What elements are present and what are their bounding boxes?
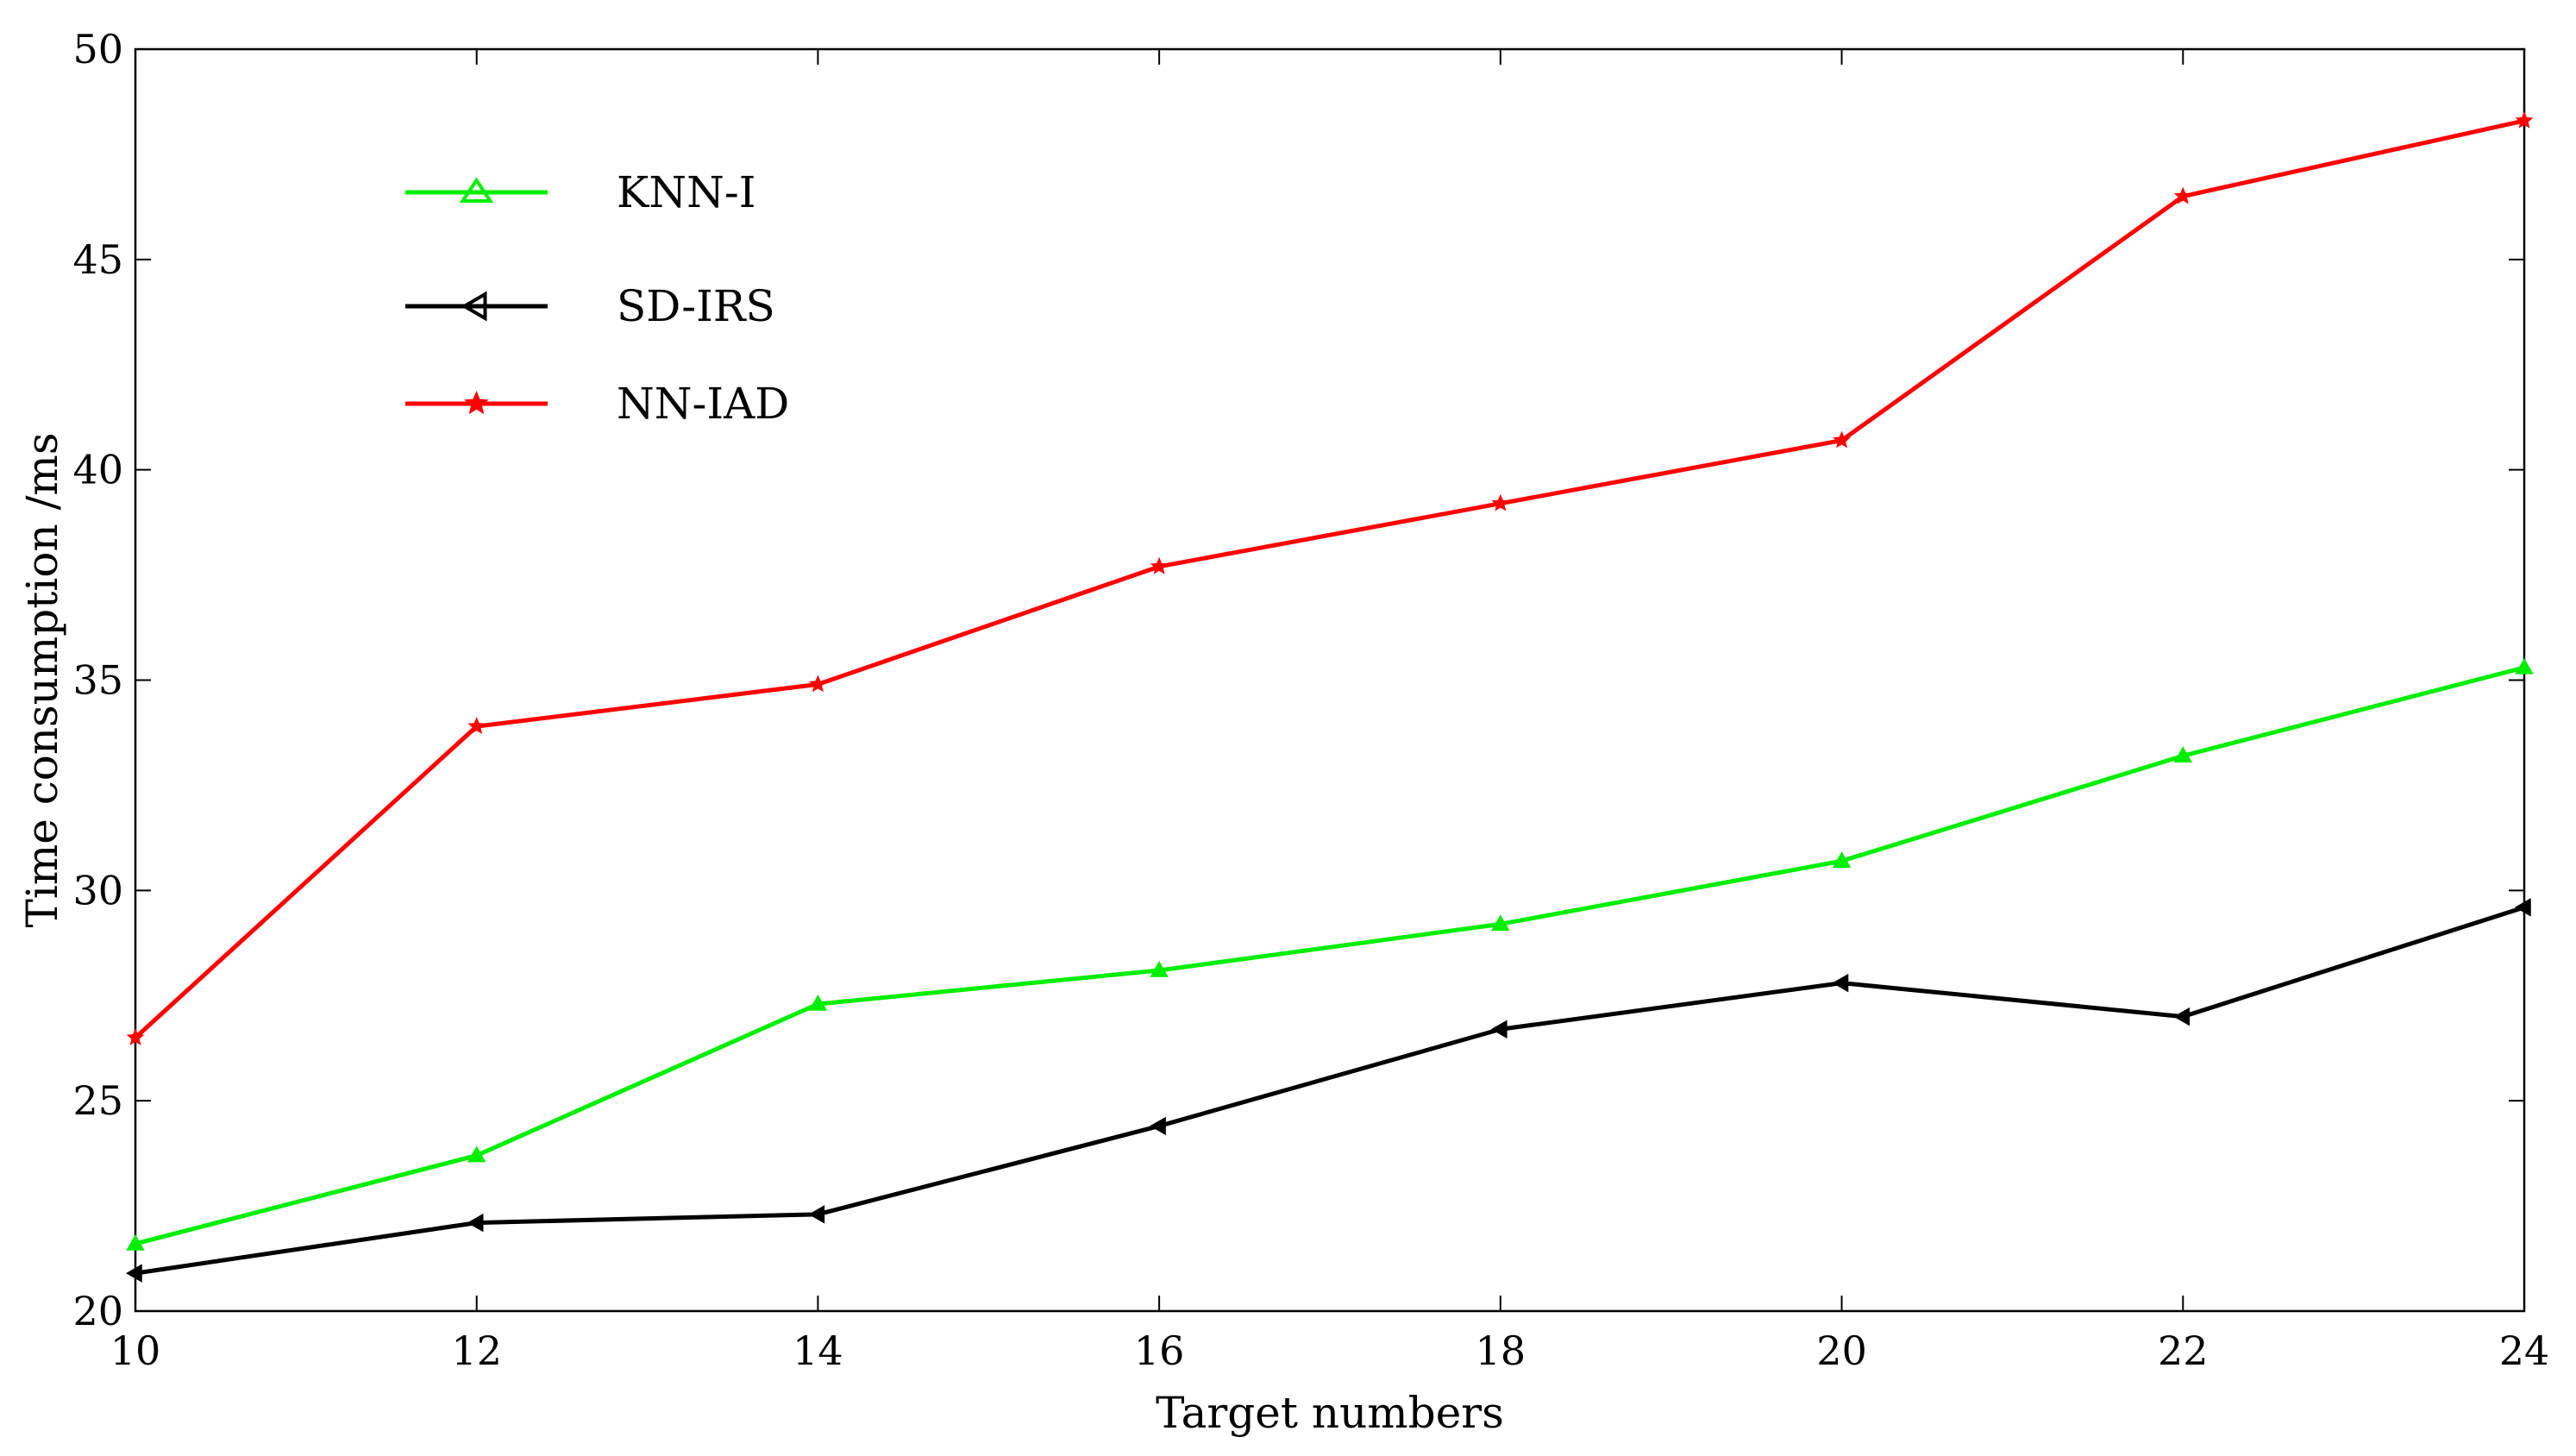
y-tick-label: 50 (72, 26, 123, 72)
x-tick-label: 16 (1134, 1327, 1185, 1374)
data-point (808, 1205, 825, 1224)
data-point (2515, 657, 2534, 675)
x-tick-label: 24 (2499, 1327, 2550, 1374)
data-point (2173, 186, 2192, 204)
x-tick-label: 22 (2158, 1327, 2209, 1374)
y-axis-title: Time consumption /ms (17, 432, 67, 927)
legend-item-sd-irs: SD-IRS (405, 281, 775, 331)
x-tick-label: 18 (1476, 1327, 1526, 1374)
plot-area-border (134, 47, 2526, 1313)
data-point (1490, 1020, 1507, 1039)
legend-item-nn-iad: NN-IAD (405, 379, 789, 429)
x-tick-label: 14 (793, 1327, 843, 1374)
legend-label: NN-IAD (617, 379, 789, 429)
data-point (467, 1145, 486, 1163)
data-point (1150, 556, 1169, 574)
data-point (2173, 746, 2193, 763)
y-tick-label: 45 (72, 236, 123, 283)
legend-marker (464, 391, 489, 415)
data-point (126, 1233, 145, 1251)
y-tick-label: 20 (72, 1288, 123, 1334)
data-point (467, 1213, 484, 1233)
data-point (2515, 110, 2534, 129)
data-point (1491, 914, 1510, 932)
axis-ticks: 10 12 14 16 18 20 22 24 20 25 30 35 40 45 50 (72, 26, 2549, 1374)
legend-marker (459, 177, 494, 203)
x-tick-label: 10 (110, 1327, 161, 1374)
series-nn-iad (126, 110, 2534, 1045)
y-tick-label: 35 (72, 657, 123, 704)
data-point (808, 994, 828, 1011)
data-point (1833, 430, 1851, 449)
series-knn-i (126, 657, 2534, 1251)
series-line (135, 665, 2525, 1246)
data-point (1491, 493, 1510, 511)
legend-marker (461, 291, 487, 322)
legend-label: KNN-I (617, 167, 756, 217)
data-point (2173, 1007, 2191, 1026)
series-sd-irs (125, 898, 2531, 1283)
data-point (125, 1264, 142, 1283)
data-point (1150, 1116, 1166, 1136)
y-tick-label: 40 (72, 447, 123, 493)
data-point (809, 675, 827, 693)
x-tick-label: 20 (1816, 1327, 1867, 1374)
data-point (1832, 973, 1849, 993)
legend-item-knn-i: KNN-I (405, 167, 756, 217)
series-line (134, 118, 2525, 1039)
y-tick-label: 25 (72, 1077, 123, 1124)
legend-label: SD-IRS (617, 281, 775, 331)
series-layer (125, 110, 2534, 1283)
series-line (135, 905, 2525, 1276)
data-point (467, 717, 486, 734)
x-axis-title: Target numbers (1156, 1388, 1504, 1438)
y-tick-label: 30 (72, 867, 123, 913)
plot-frame (134, 47, 2526, 1313)
data-point (1150, 960, 1169, 977)
legend: KNN-I SD-IRS NN-IAD (405, 167, 789, 429)
data-point (126, 1028, 145, 1045)
data-point (1832, 851, 1852, 868)
data-point (2514, 898, 2531, 917)
x-tick-label: 12 (451, 1327, 502, 1374)
